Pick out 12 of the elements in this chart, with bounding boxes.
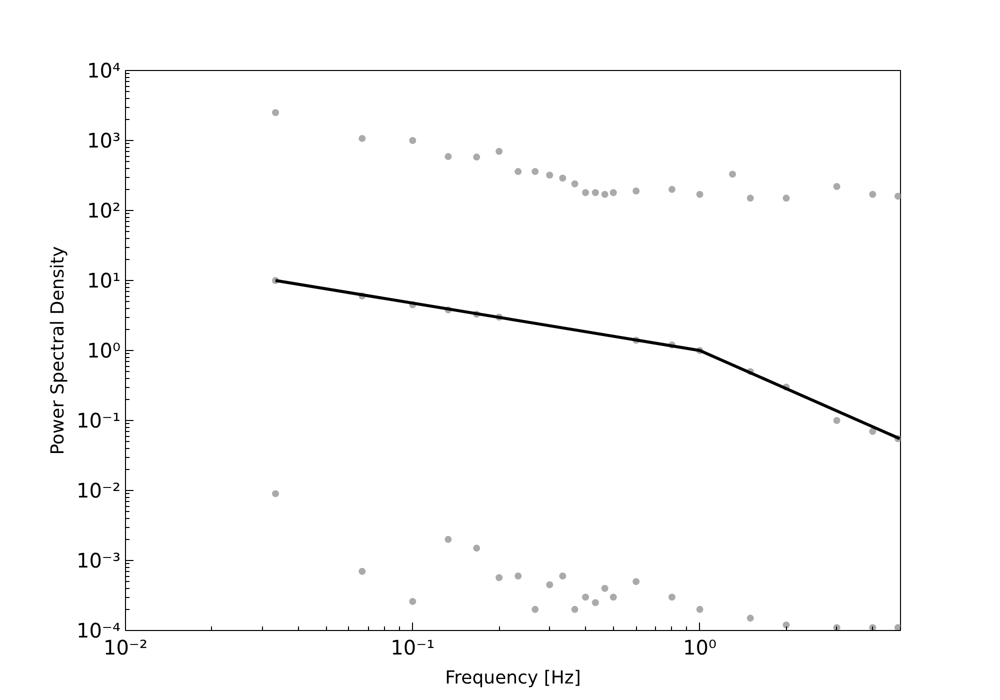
y-tick-label: 10¹ (87, 268, 120, 292)
y-tick-label: 10⁴ (87, 58, 120, 82)
y-tick-label: 10⁻² (76, 478, 121, 502)
y-tick-label: 10⁻³ (76, 548, 121, 572)
y-tick-label: 10⁻¹ (76, 408, 121, 432)
y-axis-title: Power Spectral Density (47, 246, 68, 455)
y-tick-label: 10² (87, 198, 120, 222)
x-axis-title: Frequency [Hz] (445, 668, 581, 688)
y-tick-label: 10³ (87, 128, 120, 152)
x-tick-label: 10⁰ (683, 636, 717, 660)
y-tick-label: 10⁰ (87, 338, 120, 362)
x-tick-label: 10⁻¹ (390, 636, 435, 660)
